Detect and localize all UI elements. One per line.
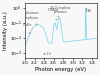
Y-axis label: Intensity (a.u.): Intensity (a.u.): [4, 11, 8, 50]
X-axis label: Photon energy (eV): Photon energy (eV): [35, 67, 86, 72]
Text: I(A): I(A): [85, 9, 92, 13]
Text: GaBr: GaBr: [22, 23, 31, 34]
Text: I(DA)d: I(DA)d: [48, 8, 59, 17]
Text: x=10: x=10: [43, 52, 52, 56]
Text: 2LO replica
phonon: 2LO replica phonon: [50, 6, 70, 20]
Text: phonon
replicas: phonon replicas: [25, 11, 39, 25]
